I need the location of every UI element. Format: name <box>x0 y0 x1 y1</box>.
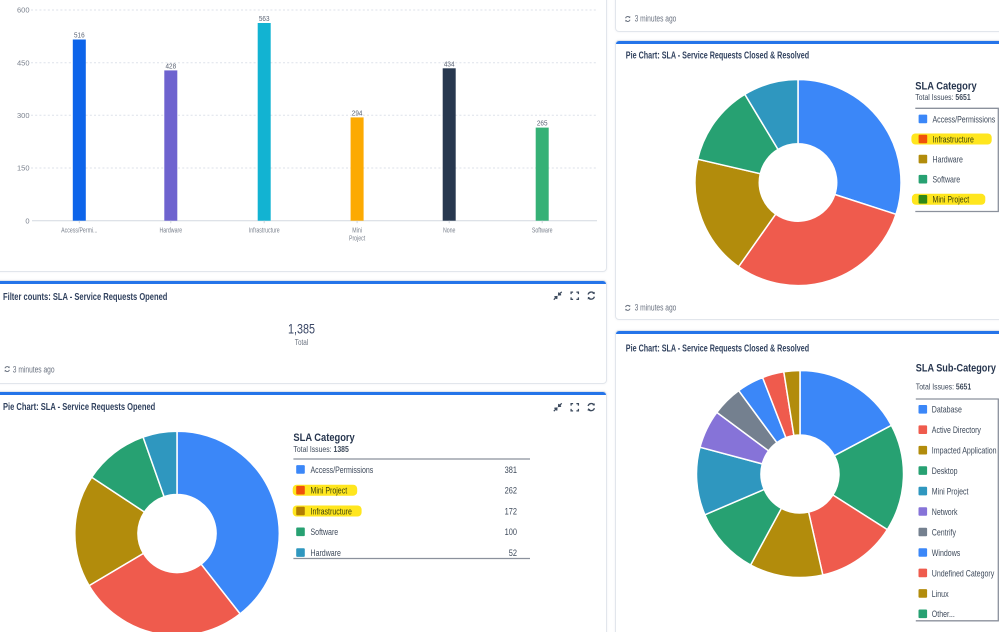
svg-text:Hardware: Hardware <box>933 153 964 164</box>
svg-text:428: 428 <box>165 63 176 71</box>
svg-text:3 minutes ago: 3 minutes ago <box>635 302 677 312</box>
svg-text:563: 563 <box>259 16 270 24</box>
svg-text:Linux: Linux <box>932 588 949 599</box>
svg-text:Filter counts: SLA - Service R: Filter counts: SLA - Service Requests Op… <box>3 291 167 302</box>
svg-text:Access/Permissions: Access/Permissions <box>311 464 374 475</box>
svg-text:450: 450 <box>17 58 30 67</box>
svg-text:Network: Network <box>932 506 958 517</box>
svg-text:Other...: Other... <box>932 608 955 619</box>
svg-text:Impacted Application: Impacted Application <box>932 445 997 456</box>
svg-text:Total Issues: 5651: Total Issues: 5651 <box>915 92 971 102</box>
svg-text:Total Issues: 5651: Total Issues: 5651 <box>916 382 972 392</box>
svg-text:Mini: Mini <box>352 227 362 235</box>
svg-text:262: 262 <box>505 485 518 496</box>
svg-text:381: 381 <box>505 464 518 475</box>
svg-text:52: 52 <box>509 547 517 558</box>
svg-text:Project: Project <box>349 235 366 243</box>
svg-text:SLA Category: SLA Category <box>915 81 977 93</box>
svg-text:SLA Category: SLA Category <box>293 432 355 444</box>
svg-text:Centrify: Centrify <box>932 526 957 537</box>
svg-text:3 minutes ago: 3 minutes ago <box>13 364 55 374</box>
svg-text:600: 600 <box>17 6 30 15</box>
svg-text:SLA Sub-Category: SLA Sub-Category <box>916 363 997 375</box>
svg-text:Software: Software <box>933 174 961 185</box>
svg-text:172: 172 <box>505 505 518 516</box>
svg-text:Hardware: Hardware <box>311 547 342 558</box>
svg-text:Hardware: Hardware <box>159 227 182 235</box>
svg-text:Active Directory: Active Directory <box>932 424 982 435</box>
svg-text:516: 516 <box>74 32 85 40</box>
svg-text:Software: Software <box>311 526 339 537</box>
svg-text:150: 150 <box>17 164 30 173</box>
svg-text:Mini Project: Mini Project <box>932 485 969 496</box>
svg-text:434: 434 <box>444 61 455 69</box>
svg-text:Windows: Windows <box>932 547 960 558</box>
svg-text:Access/Permi...: Access/Permi... <box>61 227 98 235</box>
svg-text:Access/Permissions: Access/Permissions <box>933 113 996 124</box>
svg-text:Pie Chart: SLA - Service Reque: Pie Chart: SLA - Service Requests Closed… <box>626 49 809 61</box>
svg-text:None: None <box>443 227 456 235</box>
svg-text:Desktop: Desktop <box>932 465 958 476</box>
svg-text:Infrastructure: Infrastructure <box>249 227 280 235</box>
svg-text:265: 265 <box>537 120 548 128</box>
svg-text:Total Issues: 1385: Total Issues: 1385 <box>293 444 349 454</box>
svg-text:Undefined Category: Undefined Category <box>932 567 995 578</box>
svg-text:Pie Chart: SLA - Service Reque: Pie Chart: SLA - Service Requests Closed… <box>626 342 809 354</box>
svg-text:294: 294 <box>352 110 363 118</box>
svg-text:3 minutes ago: 3 minutes ago <box>635 13 677 23</box>
svg-text:Database: Database <box>932 404 962 415</box>
svg-text:Total: Total <box>295 337 309 347</box>
svg-text:Pie Chart: SLA - Service Reque: Pie Chart: SLA - Service Requests Opened <box>3 401 155 412</box>
svg-text:0: 0 <box>25 216 29 225</box>
svg-text:300: 300 <box>17 111 30 120</box>
svg-text:1,385: 1,385 <box>288 321 315 337</box>
svg-text:100: 100 <box>505 526 518 537</box>
svg-text:Software: Software <box>532 227 553 235</box>
